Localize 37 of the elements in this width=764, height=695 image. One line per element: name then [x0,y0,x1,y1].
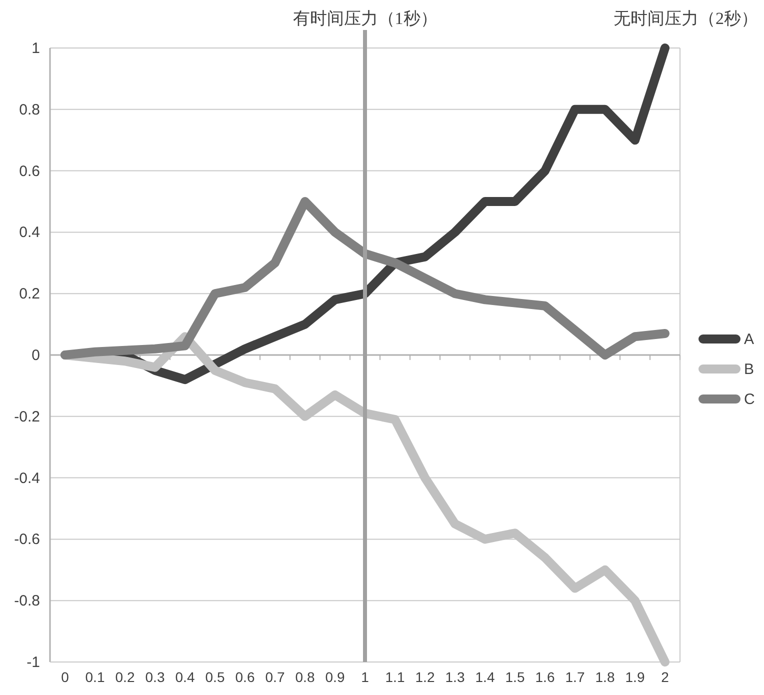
x-tick-label: 1.1 [385,669,405,685]
x-tick-label: 0.4 [175,669,195,685]
y-tick-label: -0.6 [14,531,40,548]
y-tick-label: -0.8 [14,592,40,610]
x-tick-label: 0.1 [85,669,105,685]
x-tick-label: 1.7 [565,669,585,685]
y-tick-label: 0.2 [19,286,40,303]
x-tick-label: 0.9 [325,669,345,685]
x-tick-label: 1.2 [415,669,435,685]
x-tick-label: 0.8 [295,669,315,685]
x-tick-label: 1.5 [505,669,525,685]
x-tick-label: 0.7 [265,669,285,685]
x-tick-label: 0.5 [205,669,225,685]
x-tick-label: 0.2 [115,669,135,685]
legend-label: C [744,391,755,408]
x-tick-label: 1.4 [475,669,495,685]
text: 无时间压力（2秒） [614,9,758,28]
y-tick-label: 1 [32,40,40,57]
x-tick-label: 2 [661,669,670,685]
legend-label: A [744,331,754,348]
x-tick-label: 1.6 [535,669,555,685]
y-tick-label: -1 [26,654,40,671]
y-tick-label: -0.4 [14,470,40,487]
x-tick-label: 0.6 [235,669,255,685]
x-tick-label: 0.3 [145,669,165,685]
ref-line-label: 有时间压力（1秒） [292,9,438,28]
x-tick-label: 1.3 [445,669,465,685]
x-tick-label: 1 [361,669,370,685]
y-tick-label: -0.2 [14,408,40,426]
y-tick-label: 0 [32,347,40,364]
x-tick-label: 0 [61,669,70,685]
y-tick-label: 0.4 [19,224,40,242]
y-tick-label: 0.8 [19,101,40,118]
x-tick-label: 1.9 [625,669,645,685]
y-tick-label: 0.6 [19,162,40,180]
x-tick-label: 1.8 [595,669,615,685]
legend-label: B [744,361,754,378]
